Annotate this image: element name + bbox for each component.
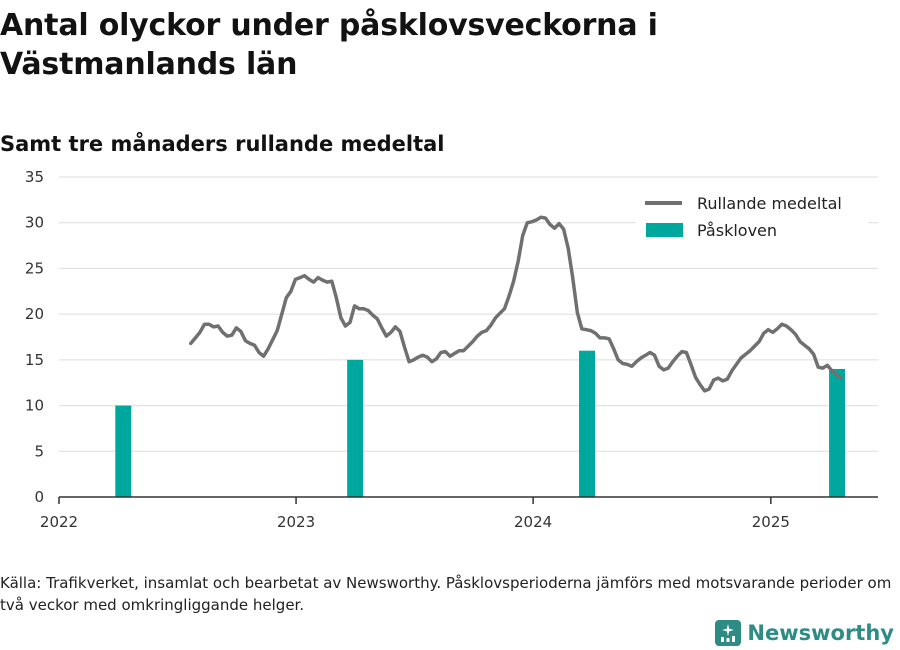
legend-bar-swatch [646,223,683,237]
chart-title: Antal olyckor under påsklovsveckorna i V… [0,8,658,82]
x-axis: 2022 2023 2024 2025 [40,496,878,531]
y-tick-label: 10 [25,397,44,415]
legend-label-line: Rullande medeltal [697,194,842,213]
x-tick-label: 2025 [752,513,790,531]
y-tick-label: 0 [34,488,44,506]
y-tick-label: 15 [25,351,44,369]
source-note: Källa: Trafikverket, insamlat och bearbe… [0,574,892,614]
line-series [189,215,843,393]
bar-paskloven [347,359,364,497]
x-tick-label: 2023 [277,513,315,531]
bar-series [115,350,846,497]
x-tick-label: 2024 [514,513,552,531]
bar-paskloven [115,405,132,497]
y-tick-label: 5 [34,442,44,460]
y-axis-ticks: 0 5 10 15 20 25 30 35 [25,168,44,506]
gridlines [59,176,878,452]
x-tick-label: 2022 [40,513,78,531]
legend: Rullande medeltal Påskloven [636,186,868,242]
legend-label-bar: Påskloven [697,221,777,240]
brand[interactable]: Newsworthy [715,620,894,646]
bar-paskloven [579,350,596,497]
chart-subtitle: Samt tre månaders rullande medeltal [0,132,445,156]
brand-name: Newsworthy [747,621,894,645]
y-tick-label: 20 [25,305,44,323]
newsworthy-logo-icon [715,620,742,646]
y-tick-label: 35 [25,168,44,186]
line-rullande-medeltal [189,215,843,393]
bar-paskloven [829,369,846,497]
y-tick-label: 30 [25,214,44,232]
y-tick-label: 25 [25,259,44,277]
